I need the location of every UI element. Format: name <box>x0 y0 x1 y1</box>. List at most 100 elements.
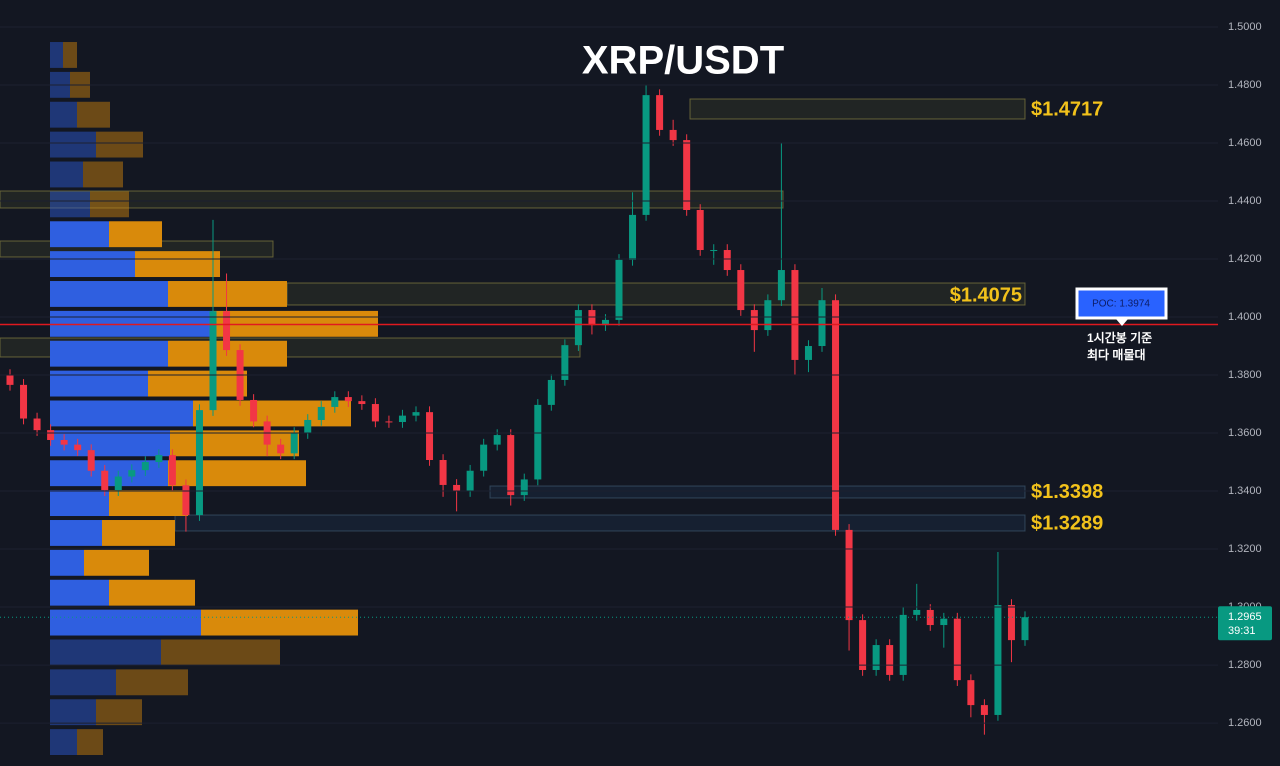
candle-body <box>899 614 907 675</box>
candle-body <box>791 270 799 360</box>
y-tick-label: 1.4600 <box>1228 137 1262 149</box>
candle-body <box>750 310 758 331</box>
profile-buy <box>50 669 116 696</box>
poc-note: 1시간봉 기준 <box>1087 330 1152 345</box>
zone <box>689 98 1026 120</box>
candle-body <box>547 379 555 405</box>
candle-body <box>683 140 691 210</box>
candle-body <box>723 250 731 271</box>
candle-body <box>859 620 867 670</box>
poc-note: 최다 매물대 <box>1087 347 1146 362</box>
candle-body <box>114 476 122 491</box>
profile-buy <box>50 639 161 666</box>
candle-body <box>466 470 474 492</box>
zone <box>174 514 1026 532</box>
candle-body <box>277 444 285 454</box>
candle-body <box>493 435 501 445</box>
candle-body <box>344 397 352 402</box>
profile-sell <box>96 699 142 726</box>
candle-body <box>33 418 41 431</box>
candle-body <box>669 129 677 141</box>
candle-body <box>426 412 434 461</box>
candle-body <box>60 439 68 445</box>
candle-body <box>696 209 704 251</box>
poc-box <box>1075 287 1168 320</box>
candle-body <box>182 485 190 516</box>
candle-body <box>87 450 95 471</box>
candle-body <box>574 310 582 346</box>
candle-body <box>520 479 528 496</box>
candle-body <box>101 470 109 491</box>
profile-buy <box>50 520 102 546</box>
level-label: $1.4717 <box>1031 98 1103 120</box>
profile-sell <box>168 281 287 307</box>
profile-sell <box>135 251 220 278</box>
profile-buy <box>50 251 135 278</box>
profile-sell <box>63 42 77 68</box>
candle-body <box>453 484 461 492</box>
candle-body <box>1021 617 1029 641</box>
profile-buy <box>50 42 63 68</box>
candle-body <box>913 609 921 615</box>
profile-sell <box>102 520 175 546</box>
zone <box>489 485 1026 499</box>
candle-body <box>615 259 623 320</box>
candle-body <box>832 300 840 530</box>
candle-body <box>926 609 934 626</box>
candle-body <box>818 300 826 347</box>
profile-sell <box>193 400 351 427</box>
candle-body <box>250 399 258 422</box>
profile-buy <box>50 221 109 248</box>
profile-buy <box>50 131 96 158</box>
profile-sell <box>201 609 358 636</box>
candle-body <box>195 410 203 516</box>
candle-body <box>561 345 569 380</box>
candle-body <box>994 605 1002 715</box>
candle-body <box>358 401 366 405</box>
zone <box>286 282 1026 306</box>
profile-buy <box>50 400 193 427</box>
candle-body <box>588 310 596 326</box>
candle-body <box>331 397 339 407</box>
poc-label: POC: 1.3974 <box>1092 299 1150 310</box>
candle-body <box>20 384 28 419</box>
candle-body <box>412 412 420 416</box>
candle-body <box>642 95 650 215</box>
candle-body <box>764 300 772 331</box>
candle-body <box>656 95 664 130</box>
candle-body <box>480 444 488 471</box>
y-tick-label: 1.4800 <box>1228 79 1262 91</box>
y-tick-label: 1.2800 <box>1228 659 1262 671</box>
candle-body <box>398 415 406 423</box>
profile-sell <box>77 729 103 756</box>
candle-body <box>6 375 14 385</box>
zone <box>0 190 784 209</box>
candle-body <box>872 645 880 670</box>
candle-body <box>168 455 176 486</box>
profile-buy <box>50 340 168 367</box>
profile-sell <box>109 221 162 248</box>
level-label: $1.3289 <box>1031 513 1103 535</box>
profile-sell <box>90 191 129 218</box>
candle-body <box>385 421 393 423</box>
profile-sell <box>83 161 123 188</box>
profile-buy <box>50 729 77 756</box>
profile-sell <box>84 549 149 576</box>
candle-body <box>737 270 745 311</box>
profile-buy <box>50 161 83 188</box>
y-tick-label: 1.4400 <box>1228 195 1262 207</box>
candle-body <box>290 433 298 454</box>
profile-sell <box>116 669 188 696</box>
level-label: $1.3398 <box>1031 481 1103 503</box>
candle-body <box>967 680 975 706</box>
profile-buy <box>50 490 109 517</box>
candle-body <box>128 470 136 477</box>
candle-body <box>371 404 379 422</box>
candle-body <box>777 270 785 301</box>
candle-body <box>629 214 637 260</box>
candle-body <box>141 462 149 471</box>
candle-body <box>223 311 231 351</box>
profile-buy <box>50 430 170 457</box>
y-tick-label: 1.3800 <box>1228 369 1262 381</box>
